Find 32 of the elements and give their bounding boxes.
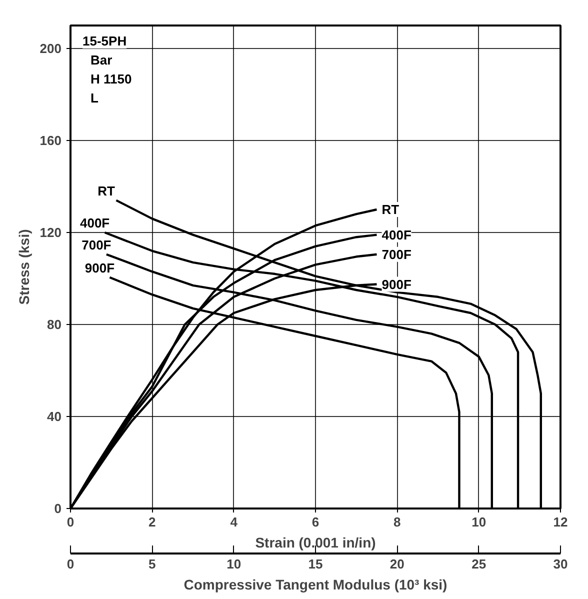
series-label: 400F — [382, 227, 412, 242]
series-label: RT — [98, 183, 115, 198]
y-tick-label: 40 — [47, 409, 62, 424]
y-tick-label: 0 — [54, 501, 62, 516]
y-tick-label: 80 — [47, 317, 62, 332]
annotation: 15-5PH Bar H 1150 L — [82, 34, 132, 106]
x2-tick-label: 10 — [226, 556, 242, 572]
series-label: 400F — [80, 216, 110, 230]
y-axis-title: Stress (ksi) — [16, 229, 32, 305]
x-tick-label: 0 — [66, 514, 74, 530]
x2-axis-title: Compressive Tangent Modulus (10³ ksi) — [184, 576, 448, 592]
y-tick-label: 200 — [40, 41, 62, 56]
y-tick-label: 160 — [40, 133, 62, 148]
series-label: 700F — [382, 246, 412, 262]
x2-tick-label: 0 — [66, 556, 74, 572]
x-axis-title: Strain (0.001 in/in) — [255, 534, 376, 550]
x2-tick-label: 25 — [472, 556, 486, 572]
series-label: RT — [382, 202, 400, 217]
x-tick-label: 6 — [312, 514, 320, 530]
series-label: 700F — [82, 237, 112, 252]
x-tick-label: 12 — [553, 514, 568, 530]
x-tick-label: 4 — [230, 514, 238, 530]
x2-tick-label: 5 — [148, 556, 156, 572]
x-tick-label: 2 — [148, 514, 156, 530]
series-label: 900F — [84, 260, 115, 276]
x-tick-label: 10 — [472, 514, 486, 530]
x2-tick-label: 15 — [308, 556, 323, 572]
x2-tick-label: 20 — [390, 556, 404, 572]
series-label: 900F — [382, 276, 412, 292]
y-tick-label: 120 — [40, 225, 62, 240]
x2-tick-label: 30 — [553, 556, 568, 572]
x-tick-label: 8 — [394, 514, 401, 530]
